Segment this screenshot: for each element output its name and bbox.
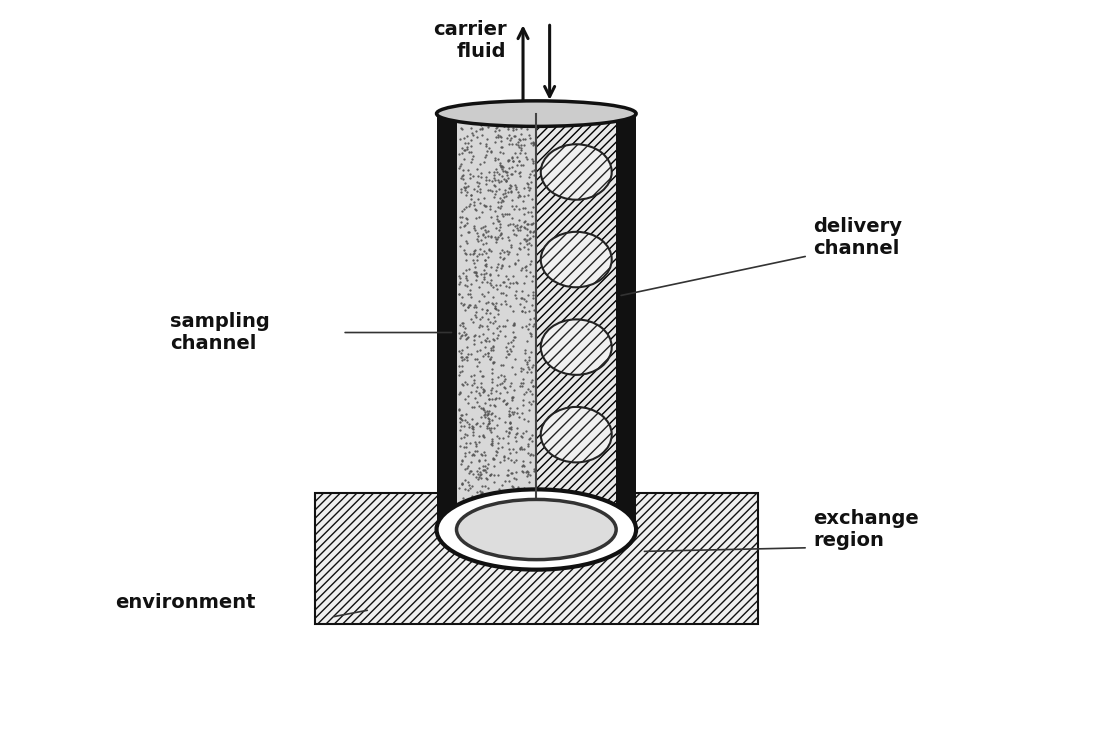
Ellipse shape <box>541 407 612 463</box>
Text: delivery
channel: delivery channel <box>813 217 903 258</box>
Text: sampling
channel: sampling channel <box>171 312 270 353</box>
Ellipse shape <box>437 101 636 126</box>
Bar <box>617 114 636 533</box>
Bar <box>437 114 457 533</box>
Ellipse shape <box>541 144 612 200</box>
Bar <box>536 114 617 530</box>
Ellipse shape <box>541 320 612 375</box>
Ellipse shape <box>541 232 612 287</box>
Text: exchange
region: exchange region <box>813 509 919 550</box>
Bar <box>315 493 758 624</box>
Bar <box>457 114 536 530</box>
Text: environment: environment <box>115 593 256 612</box>
Text: carrier
fluid: carrier fluid <box>432 20 506 61</box>
Ellipse shape <box>437 489 636 570</box>
Ellipse shape <box>457 500 617 559</box>
